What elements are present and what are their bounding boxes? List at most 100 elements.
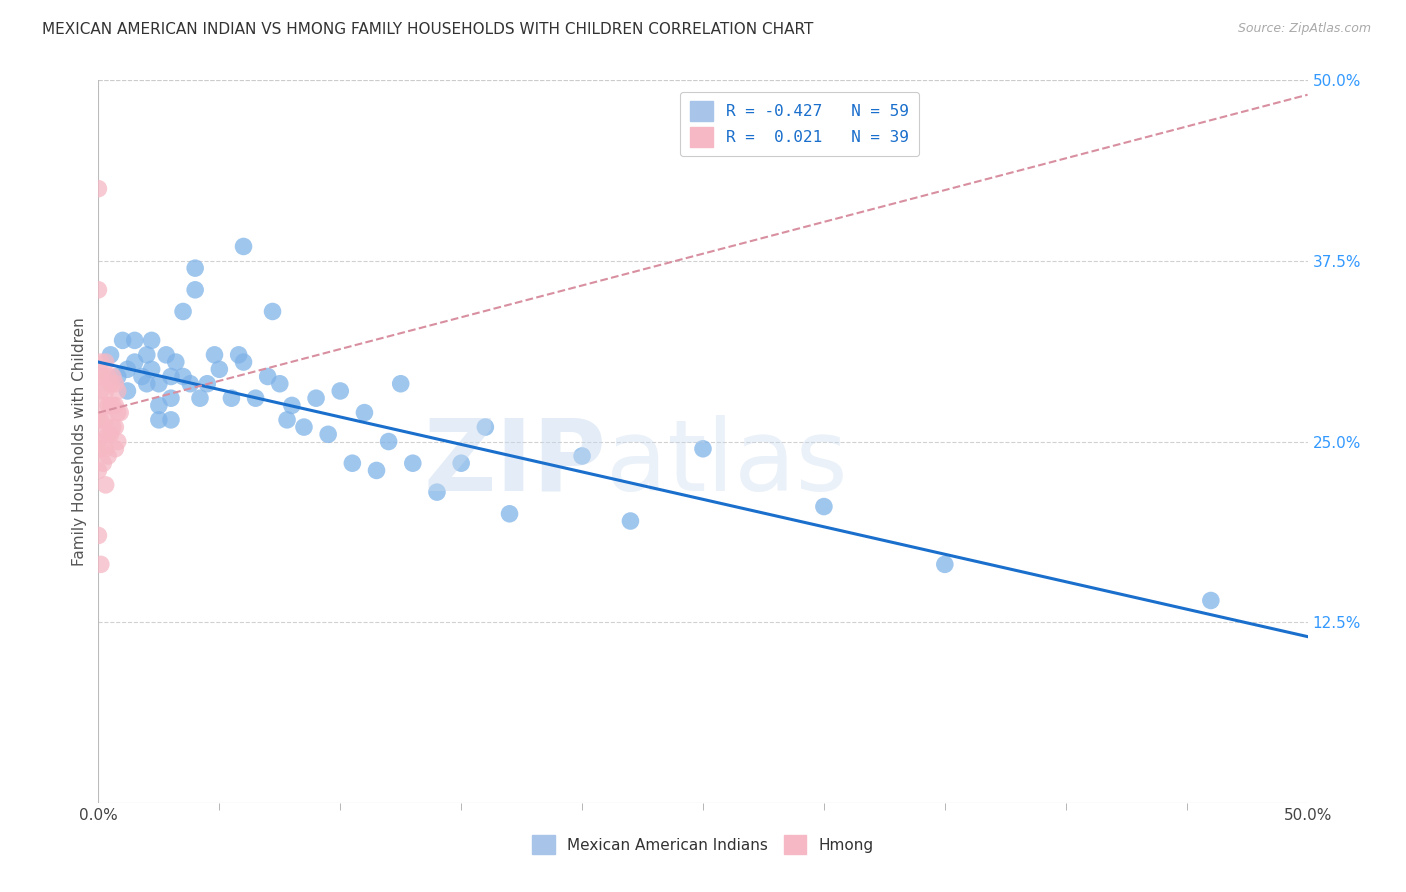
Point: [97, 449, 120, 463]
Point: [135, 348, 157, 362]
Point: [108, 406, 131, 420]
Point: [155, 348, 177, 362]
Legend: Mexican American Indians, Hmong: Mexican American Indians, Hmong: [526, 830, 880, 860]
Point: [276, 413, 298, 427]
Point: [100, 427, 122, 442]
Point: [179, 376, 201, 391]
Point: [450, 456, 472, 470]
Point: [100, 376, 122, 391]
Text: Source: ZipAtlas.com: Source: ZipAtlas.com: [1237, 22, 1371, 36]
Point: [101, 369, 124, 384]
Point: [316, 427, 339, 442]
Point: [87, 434, 110, 449]
Point: [90, 384, 112, 398]
Point: [221, 391, 243, 405]
Point: [91, 398, 114, 412]
Point: [91, 369, 114, 384]
Point: [94, 384, 117, 398]
Point: [281, 398, 304, 412]
Point: [813, 500, 835, 514]
Point: [104, 376, 127, 391]
Point: [160, 369, 183, 384]
Point: [571, 449, 593, 463]
Point: [91, 427, 114, 442]
Point: [165, 355, 187, 369]
Point: [184, 283, 207, 297]
Point: [498, 507, 520, 521]
Point: [366, 463, 388, 477]
Point: [148, 376, 170, 391]
Point: [90, 442, 112, 456]
Point: [204, 348, 226, 362]
Point: [269, 376, 291, 391]
Point: [148, 398, 170, 412]
Point: [131, 369, 153, 384]
Point: [107, 369, 129, 384]
Point: [94, 355, 117, 369]
Point: [148, 413, 170, 427]
Point: [692, 442, 714, 456]
Point: [104, 442, 127, 456]
Point: [262, 304, 284, 318]
Point: [100, 348, 122, 362]
Point: [292, 420, 315, 434]
Point: [87, 413, 110, 427]
Point: [94, 478, 117, 492]
Point: [90, 558, 112, 572]
Point: [104, 398, 127, 412]
Point: [377, 434, 399, 449]
Point: [117, 384, 139, 398]
Point: [172, 304, 194, 318]
Text: MEXICAN AMERICAN INDIAN VS HMONG FAMILY HOUSEHOLDS WITH CHILDREN CORRELATION CHA: MEXICAN AMERICAN INDIAN VS HMONG FAMILY …: [42, 22, 814, 37]
Point: [117, 362, 139, 376]
Point: [87, 182, 110, 196]
Point: [474, 420, 496, 434]
Point: [305, 391, 328, 405]
Point: [100, 398, 122, 412]
Point: [111, 334, 134, 348]
Point: [245, 391, 267, 405]
Point: [91, 456, 114, 470]
Point: [172, 369, 194, 384]
Point: [90, 355, 112, 369]
Point: [232, 239, 254, 253]
Point: [87, 528, 110, 542]
Point: [353, 406, 375, 420]
Point: [94, 413, 117, 427]
Point: [184, 261, 207, 276]
Point: [160, 391, 183, 405]
Point: [619, 514, 641, 528]
Point: [256, 369, 278, 384]
Point: [342, 456, 364, 470]
Text: ZIP: ZIP: [423, 415, 606, 512]
Text: atlas: atlas: [606, 415, 848, 512]
Point: [107, 406, 129, 420]
Point: [101, 420, 124, 434]
Point: [160, 413, 183, 427]
Point: [228, 348, 250, 362]
Point: [195, 376, 218, 391]
Y-axis label: Family Households with Children: Family Households with Children: [72, 318, 87, 566]
Point: [124, 355, 146, 369]
Point: [188, 391, 211, 405]
Point: [124, 334, 146, 348]
Point: [934, 558, 956, 572]
Point: [87, 463, 110, 477]
Point: [141, 362, 163, 376]
Point: [94, 442, 117, 456]
Point: [232, 355, 254, 369]
Point: [402, 456, 425, 470]
Point: [87, 283, 110, 297]
Point: [141, 334, 163, 348]
Point: [87, 369, 110, 384]
Point: [426, 485, 449, 500]
Point: [107, 434, 129, 449]
Point: [389, 376, 412, 391]
Point: [1199, 593, 1222, 607]
Point: [101, 398, 124, 412]
Point: [97, 369, 120, 384]
Point: [329, 384, 352, 398]
Point: [107, 384, 129, 398]
Point: [135, 376, 157, 391]
Point: [208, 362, 231, 376]
